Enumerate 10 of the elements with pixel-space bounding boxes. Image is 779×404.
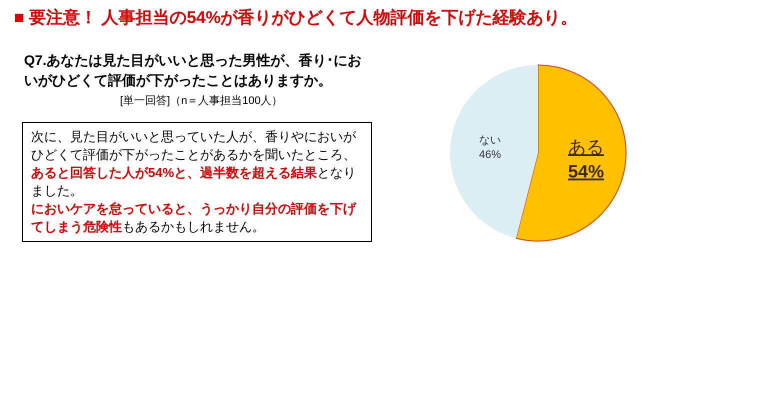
data-label: 46% — [478, 149, 502, 162]
text: 次に、見た目がいいと思っていた人が、香りやにおいがひどくて評価が下がったことがあるかを聞いたところ、あると回答した人が54%と、過半数を超える結果となりました。 — [31, 129, 356, 198]
pie-slice — [450, 65, 538, 238]
slice-label: ない — [478, 134, 501, 146]
pie-slice — [516, 64, 626, 242]
text: [単一回答]（n＝人事担当100人） — [120, 94, 283, 108]
text: においケアを怠っていると、うっかり自分の評価を下げてしまう危険性もあるかもしれません。 — [31, 200, 358, 236]
text: Q7.あなたは見た目がいいと思った男性が、香り･においがひどくて評価が下がったことはありますか。 — [24, 51, 363, 90]
text: ■ 要注意！ 人事担当の54%が香りがひどくて人物評価を下げた経験あり。 — [14, 7, 578, 29]
data-label: 54% — [568, 162, 604, 182]
